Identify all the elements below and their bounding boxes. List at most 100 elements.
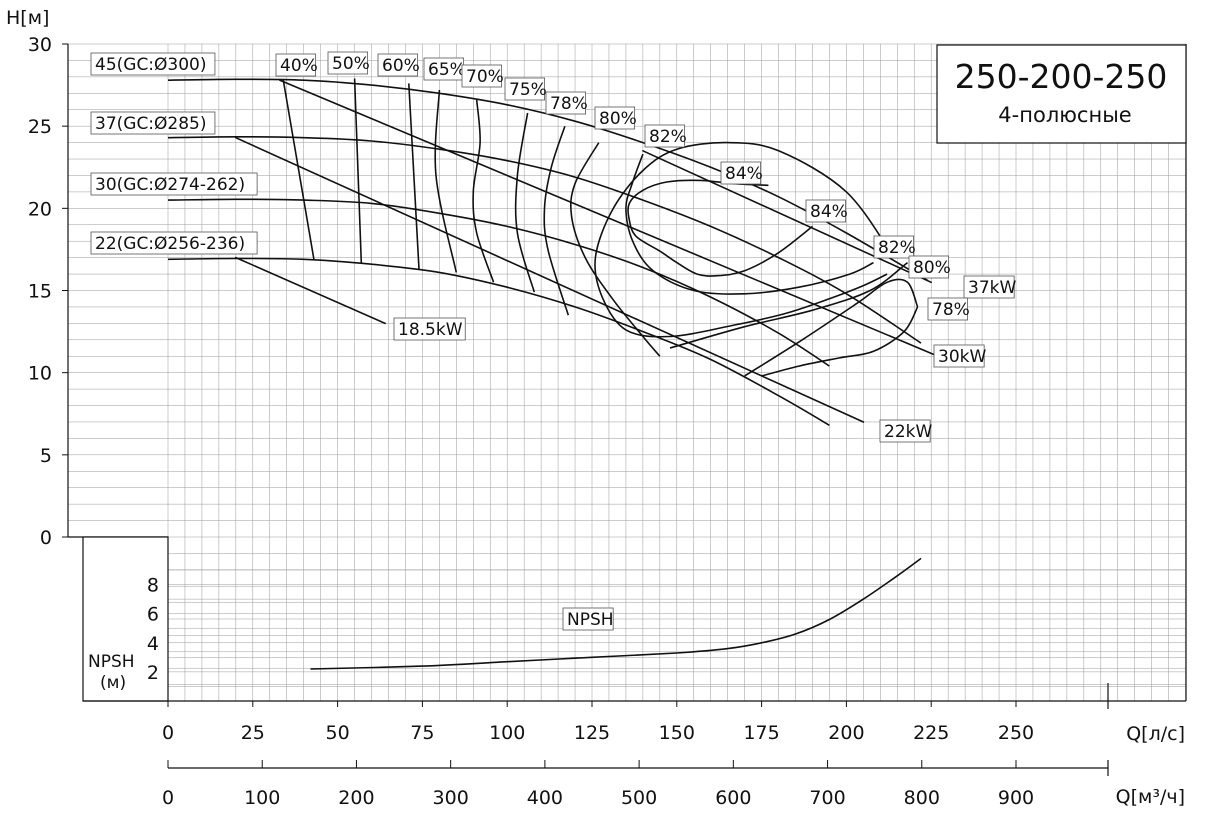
efficiency-label-box: [927, 297, 969, 321]
y-tick-label: 5: [40, 445, 52, 467]
efficiency-loop: [594, 141, 895, 338]
x-axis-label-m3h: Q[м³/ч]: [1116, 786, 1185, 808]
efficiency-label: 50%: [327, 51, 370, 75]
efficiency-label-box: [504, 77, 546, 101]
efficiency-label-box: [873, 235, 915, 259]
head-curve-label-text: 45(GC:Ø300): [95, 55, 207, 75]
efficiency-label: 84%: [720, 161, 763, 185]
head-curve: [167, 198, 830, 367]
efficiency-loop: [669, 261, 908, 349]
efficiency-label: 75%: [504, 77, 547, 101]
axes: 0 5 10 15 20 25 30 2 4 6 8 0 25 50 75 100 125 150 175 200 22…: [28, 34, 1187, 809]
efficiency-label: 78%: [927, 297, 970, 321]
efficiency-label: 70%: [461, 64, 504, 88]
x-tick-label-ls: 175: [743, 722, 779, 744]
power-curve-label: 18.5kW: [393, 317, 466, 341]
x-tick-label-m3h: 0: [162, 787, 174, 809]
head-curve-label-text: 30(GC:Ø274-262): [95, 175, 245, 195]
power-curve-label: 37kW: [963, 275, 1016, 299]
npsh-tick-label: 8: [147, 575, 159, 597]
efficiency-label-text: 75%: [509, 80, 547, 100]
efficiency-label: 65%: [423, 57, 466, 81]
x-tick-label-ls: 150: [659, 722, 695, 744]
efficiency-label-box: [805, 199, 847, 223]
efficiency-loop: [761, 306, 919, 377]
npsh-tick-label: 4: [147, 633, 159, 655]
power-curve-label-text: 30kW: [938, 347, 986, 367]
efficiency-line: [569, 142, 661, 357]
efficiency-label-box: [644, 124, 686, 148]
head-curve: [167, 135, 922, 344]
chart-title: 250-200-250: [955, 57, 1168, 96]
power-curve-label: 30kW: [933, 344, 986, 368]
x-tick-label-m3h: 200: [338, 787, 374, 809]
x-tick-label-ls: 250: [998, 722, 1034, 744]
efficiency-loop: [627, 179, 813, 277]
power-curve-label-box: [393, 317, 466, 341]
power-curve-label-box: [879, 419, 931, 443]
efficiency-label-text: 70%: [466, 67, 504, 87]
npsh-axis-unit: (м): [100, 673, 126, 693]
x-tick-label-ls: 200: [828, 722, 864, 744]
efficiency-line: [353, 78, 363, 263]
npsh-curve-label: NPSH: [562, 607, 614, 631]
efficiency-label-text: 78%: [550, 94, 588, 114]
efficiency-loop: [744, 278, 919, 377]
x-tick-label-m3h: 600: [715, 787, 751, 809]
npsh-tick-label: 2: [147, 662, 159, 684]
efficiency-label-box: [594, 106, 636, 130]
head-curve-label-box: [90, 52, 216, 76]
npsh-curve-label-text: NPSH: [567, 610, 614, 630]
head-curve-label-box: [90, 231, 258, 255]
x-axis-label-ls: Q[л/с]: [1126, 723, 1185, 745]
power-curve-label-text: 22kW: [884, 422, 932, 442]
efficiency-label: 60%: [377, 53, 420, 77]
head-curve-label-text: 22(GC:Ø256-236): [95, 234, 245, 254]
x-tick-label-ls: 25: [241, 722, 265, 744]
efficiency-label: 82%: [644, 124, 687, 148]
y-tick-label: 25: [28, 116, 52, 138]
curves: [167, 78, 939, 670]
y-tick-label: 10: [28, 363, 52, 385]
efficiency-loop: [625, 153, 874, 295]
efficiency-label: 80%: [594, 106, 637, 130]
efficiency-label-text: 84%: [725, 164, 763, 184]
efficiency-line: [408, 83, 420, 270]
x-tick-label-m3h: 300: [433, 787, 469, 809]
y-tick-label: 15: [28, 281, 52, 303]
efficiency-line: [434, 89, 458, 273]
head-curve-label-box: [90, 111, 216, 135]
efficiency-label-box: [545, 91, 587, 115]
head-curve-label: 22(GC:Ø256-236): [90, 231, 258, 255]
efficiency-line: [282, 80, 315, 260]
efficiency-label-box: [275, 53, 317, 77]
efficiency-label-box: [327, 51, 369, 75]
efficiency-label-box: [377, 53, 419, 77]
efficiency-label-text: 80%: [599, 109, 637, 129]
x-tick-label-m3h: 400: [527, 787, 563, 809]
y-tick-label: 30: [28, 34, 52, 56]
x-tick-label-m3h: 700: [809, 787, 845, 809]
x-tick-label-m3h: 500: [621, 787, 657, 809]
x-tick-label-ls: 225: [913, 722, 949, 744]
head-curve-label-text: 37(GC:Ø285): [95, 114, 207, 134]
x-tick-label-m3h: 100: [244, 787, 280, 809]
npsh-axis-box: [82, 536, 169, 702]
head-curve-label: 30(GC:Ø274-262): [90, 172, 258, 196]
efficiency-label-text: 40%: [280, 56, 318, 76]
npsh-curve-label-box: [562, 607, 614, 631]
efficiency-label-text: 80%: [913, 258, 951, 278]
npsh-tick-label: 6: [147, 604, 159, 626]
efficiency-label-text: 60%: [382, 56, 420, 76]
x-tick-label-ls: 75: [410, 722, 434, 744]
power-curve-label-text: 18.5kW: [398, 320, 463, 340]
y-axis-label: H[м]: [6, 7, 49, 29]
efficiency-label-text: 78%: [932, 300, 970, 320]
power-curve-label-text: 37kW: [968, 278, 1016, 298]
head-curve: [167, 257, 830, 426]
head-curve-label-box: [90, 172, 258, 196]
chart-subtitle: 4-полюсные: [998, 103, 1131, 127]
head-curve: [167, 78, 929, 282]
y-tick-label: 0: [40, 527, 52, 549]
